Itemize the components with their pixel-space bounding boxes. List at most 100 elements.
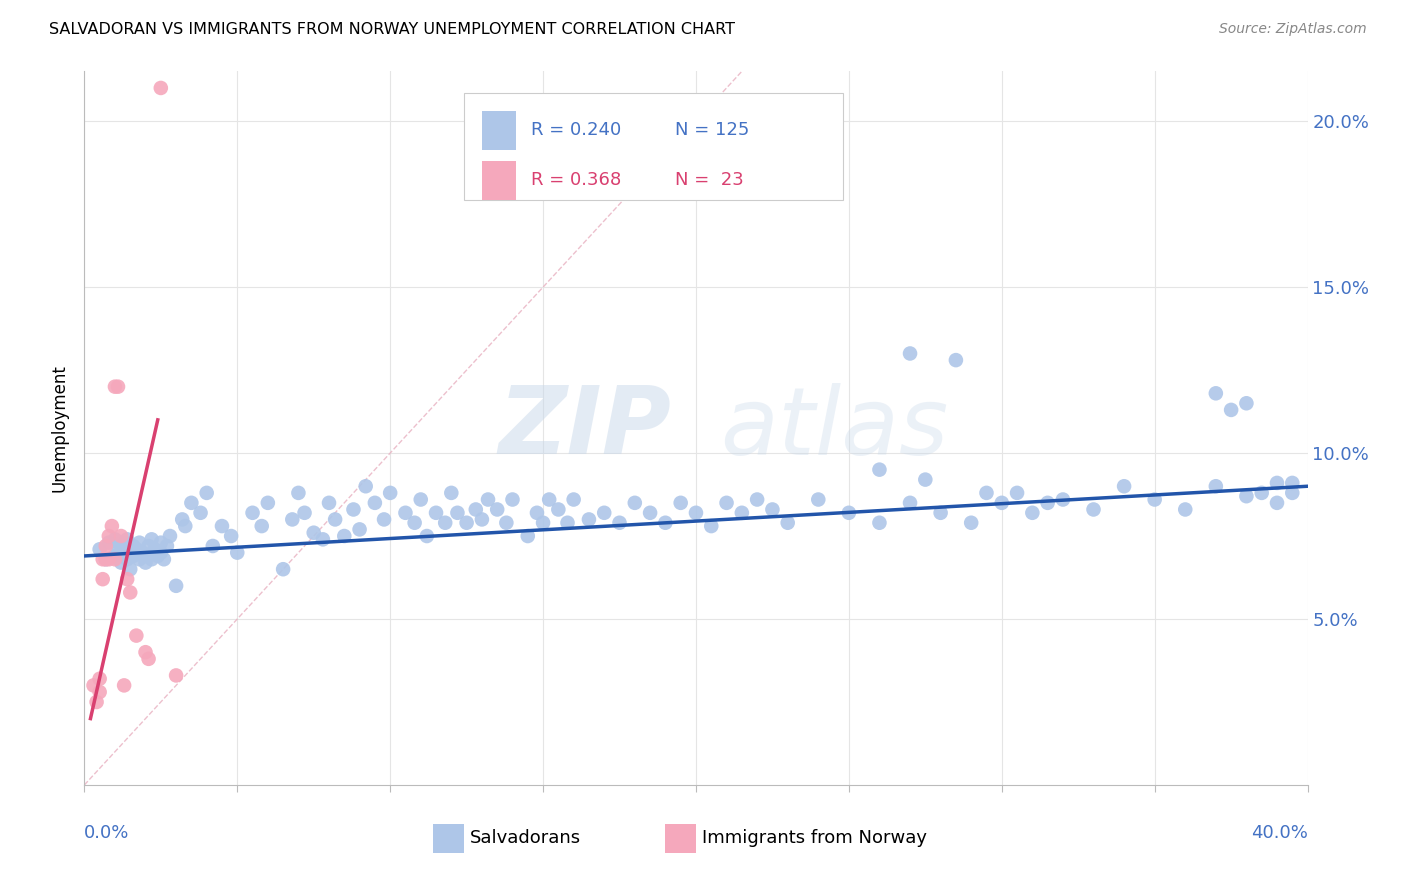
Point xyxy=(434,516,457,530)
Point xyxy=(416,529,439,543)
Point xyxy=(838,506,860,520)
Point xyxy=(624,496,647,510)
Point xyxy=(312,533,335,547)
Point xyxy=(211,519,233,533)
Point xyxy=(1236,489,1258,503)
Point xyxy=(89,685,111,699)
Text: R = 0.240: R = 0.240 xyxy=(531,121,621,139)
Point xyxy=(1174,502,1197,516)
Point xyxy=(104,552,127,566)
Point xyxy=(115,533,138,547)
Point xyxy=(1205,479,1227,493)
Point xyxy=(776,516,799,530)
Point xyxy=(731,506,754,520)
Text: 0.0%: 0.0% xyxy=(84,824,129,842)
Point xyxy=(294,506,316,520)
Point xyxy=(1236,396,1258,410)
FancyBboxPatch shape xyxy=(464,93,842,200)
Point xyxy=(128,552,150,566)
Point xyxy=(1021,506,1043,520)
Point xyxy=(125,629,148,643)
Point xyxy=(86,695,108,709)
Point xyxy=(97,552,120,566)
Point xyxy=(464,502,486,516)
Point xyxy=(141,552,163,566)
Point xyxy=(1205,386,1227,401)
Text: 40.0%: 40.0% xyxy=(1251,824,1308,842)
Point xyxy=(104,549,127,563)
Point xyxy=(562,492,585,507)
Point xyxy=(138,539,160,553)
Point xyxy=(486,502,509,516)
Point xyxy=(609,516,631,530)
Y-axis label: Unemployment: Unemployment xyxy=(51,364,69,492)
Point xyxy=(281,512,304,526)
Point xyxy=(190,506,212,520)
Point xyxy=(394,506,416,520)
Point xyxy=(110,539,132,553)
Point xyxy=(929,506,952,520)
Point xyxy=(89,672,111,686)
Point xyxy=(945,353,967,368)
Point xyxy=(477,492,499,507)
Text: N = 125: N = 125 xyxy=(675,121,749,139)
Bar xyxy=(433,824,464,853)
Point xyxy=(143,542,166,557)
Point xyxy=(271,562,294,576)
Point xyxy=(107,379,129,393)
Point xyxy=(135,549,157,563)
Text: N =  23: N = 23 xyxy=(675,171,744,189)
Point xyxy=(153,552,176,566)
Point xyxy=(342,502,364,516)
Point xyxy=(425,506,447,520)
Point xyxy=(149,81,172,95)
Point xyxy=(89,542,111,557)
Point xyxy=(135,645,157,659)
Point xyxy=(638,506,661,520)
Point xyxy=(101,519,124,533)
Point xyxy=(242,506,264,520)
Point xyxy=(1036,496,1059,510)
Point xyxy=(960,516,983,530)
Point xyxy=(495,516,517,530)
Point xyxy=(318,496,340,510)
Text: Immigrants from Norway: Immigrants from Norway xyxy=(702,830,927,847)
Point xyxy=(578,512,600,526)
Point xyxy=(685,506,707,520)
Point xyxy=(976,486,998,500)
Point xyxy=(128,535,150,549)
Point xyxy=(91,572,114,586)
Point xyxy=(323,512,346,526)
Point xyxy=(364,496,387,510)
Point xyxy=(120,585,142,599)
Point xyxy=(538,492,561,507)
Point xyxy=(165,579,187,593)
Point xyxy=(516,529,538,543)
Point xyxy=(526,506,548,520)
Point xyxy=(91,552,114,566)
Point xyxy=(112,678,135,692)
Bar xyxy=(482,161,516,200)
Point xyxy=(898,496,921,510)
Point xyxy=(141,533,163,547)
Point xyxy=(373,512,395,526)
Point xyxy=(380,486,402,500)
Point xyxy=(146,549,169,563)
Point xyxy=(115,572,138,586)
Point xyxy=(1052,492,1074,507)
Point xyxy=(302,525,325,540)
Point xyxy=(94,539,117,553)
Point xyxy=(1114,479,1136,493)
Point xyxy=(104,533,127,547)
Point xyxy=(1083,502,1105,516)
Point xyxy=(914,473,936,487)
Text: ZIP: ZIP xyxy=(499,382,672,475)
Point xyxy=(174,519,197,533)
Point xyxy=(156,539,179,553)
Point xyxy=(122,539,145,553)
Point xyxy=(149,535,172,549)
Point xyxy=(94,552,117,566)
Point xyxy=(333,529,356,543)
Point xyxy=(112,535,135,549)
Point xyxy=(404,516,426,530)
